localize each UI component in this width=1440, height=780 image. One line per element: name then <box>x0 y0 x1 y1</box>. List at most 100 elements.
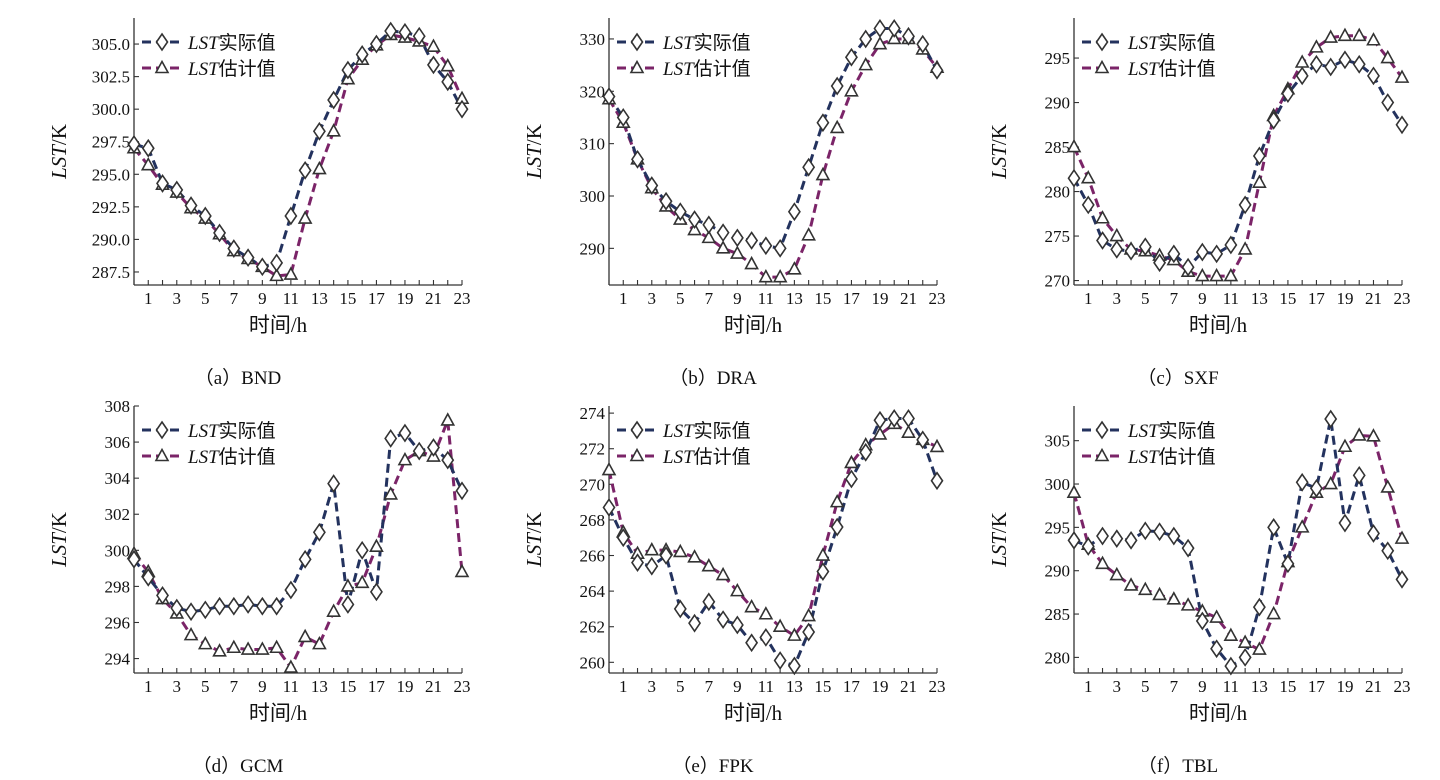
x-tick-label: 21 <box>425 677 442 696</box>
panel-caption: （c）SXF <box>1137 367 1218 388</box>
data-point-estimated <box>269 639 284 654</box>
data-point-actual <box>844 469 858 489</box>
x-tick-label: 1 <box>1084 677 1093 696</box>
x-tick-label: 19 <box>871 677 888 696</box>
data-point-actual <box>355 45 369 64</box>
data-point-actual <box>127 549 141 569</box>
legend: LST实际值 LST估计值 <box>617 420 751 468</box>
data-point-actual <box>759 236 773 256</box>
data-point-actual <box>730 615 744 635</box>
data-point-estimated <box>1223 627 1239 642</box>
data-point-actual <box>659 546 673 565</box>
data-point-estimated <box>1294 519 1310 533</box>
y-tick-label: 290 <box>580 239 606 258</box>
data-point-estimated <box>440 412 456 426</box>
series-markers-estimated <box>601 30 945 283</box>
x-tick-label: 7 <box>1170 677 1179 696</box>
data-point-actual <box>1195 242 1209 262</box>
chart-panel-6: 280 285 290 295 300 305 1 3 5 7 9 11 13 15 17 19 21 23 时间/… <box>940 388 1411 777</box>
data-point-estimated <box>1066 484 1082 498</box>
y-tick-label: 298 <box>105 577 131 596</box>
legend-label-actual: LST实际值 <box>1127 32 1216 54</box>
x-tick-label: 3 <box>173 677 182 696</box>
data-point-estimated <box>1394 69 1410 83</box>
data-point-actual <box>1309 478 1323 498</box>
data-point-estimated <box>844 83 859 97</box>
data-point-actual <box>184 196 198 215</box>
data-point-estimated <box>1294 54 1310 68</box>
x-tick-label: 13 <box>311 289 328 308</box>
x-tick-label: 15 <box>1279 289 1296 308</box>
data-point-actual <box>1153 253 1167 273</box>
data-point-actual <box>341 595 355 614</box>
data-point-estimated <box>1252 641 1267 655</box>
data-point-actual <box>1096 231 1109 250</box>
data-point-actual <box>873 19 887 38</box>
legend-marker-actual <box>630 420 644 440</box>
y-tick-label: 290 <box>1045 94 1071 113</box>
data-point-estimated <box>1266 605 1281 620</box>
data-point-estimated <box>715 566 731 581</box>
y-tick-label: 295 <box>1045 49 1071 68</box>
data-point-estimated <box>1380 479 1396 493</box>
data-point-actual <box>859 442 873 462</box>
data-point-actual <box>830 76 844 96</box>
data-point-actual <box>1210 244 1224 264</box>
data-point-actual <box>141 138 155 158</box>
data-point-actual <box>830 517 844 537</box>
data-point-actual <box>441 72 455 92</box>
data-point-actual <box>227 239 241 258</box>
data-point-actual <box>127 134 141 154</box>
data-point-estimated <box>730 245 745 259</box>
data-point-actual <box>298 160 312 180</box>
data-point-actual <box>455 481 469 501</box>
y-axis-title: LST/K <box>522 512 546 568</box>
series-line-actual <box>607 416 939 668</box>
data-point-actual <box>802 622 816 642</box>
y-tick-label: 310 <box>580 135 606 154</box>
data-point-actual <box>270 253 284 273</box>
data-point-actual <box>384 21 398 41</box>
chart-panel-3: 270 275 280 285 290 295 1 3 5 7 9 11 13 15 17 19 21 23 时间/… <box>940 0 1411 389</box>
data-point-estimated <box>772 618 788 633</box>
data-point-estimated <box>1166 591 1182 605</box>
legend-marker-estimated <box>629 59 645 74</box>
data-point-actual <box>1295 472 1309 492</box>
y-tick-label: 308 <box>105 397 131 416</box>
x-tick-label: 13 <box>786 677 803 696</box>
data-point-actual <box>602 87 616 106</box>
data-point-actual <box>270 596 284 616</box>
y-axis-title: LST/K <box>987 124 1011 180</box>
data-point-actual <box>1338 513 1352 533</box>
data-point-actual <box>398 423 412 443</box>
x-tick-label: 9 <box>1198 677 1207 696</box>
legend-label-estimated: LST估计值 <box>662 58 751 80</box>
data-point-actual <box>787 202 801 222</box>
data-point-actual <box>716 610 730 630</box>
data-point-actual <box>688 210 702 229</box>
data-point-estimated <box>440 58 456 72</box>
data-point-estimated <box>1337 27 1353 42</box>
x-tick-label: 9 <box>1198 289 1207 308</box>
data-point-actual <box>1096 526 1109 546</box>
data-point-actual <box>412 441 426 461</box>
y-tick-label: 268 <box>580 511 606 530</box>
panel-caption: （e）FPK <box>672 755 754 776</box>
data-point-estimated <box>1237 241 1253 255</box>
data-point-actual <box>602 498 616 517</box>
data-point-actual <box>298 549 312 569</box>
data-point-actual <box>1153 522 1167 542</box>
data-point-actual <box>427 438 440 457</box>
x-tick-label: 19 <box>1336 289 1353 308</box>
data-point-estimated <box>687 549 702 563</box>
data-point-estimated <box>1209 267 1224 282</box>
y-tick-label: 270 <box>580 475 606 494</box>
y-tick-label: 302.5 <box>92 68 130 87</box>
series-line-estimated <box>132 419 464 671</box>
data-point-actual <box>1295 66 1309 86</box>
y-tick-label: 294 <box>105 650 131 669</box>
data-point-actual <box>198 600 212 620</box>
data-point-estimated <box>1252 174 1267 188</box>
y-axis-title: LST/K <box>47 512 71 568</box>
